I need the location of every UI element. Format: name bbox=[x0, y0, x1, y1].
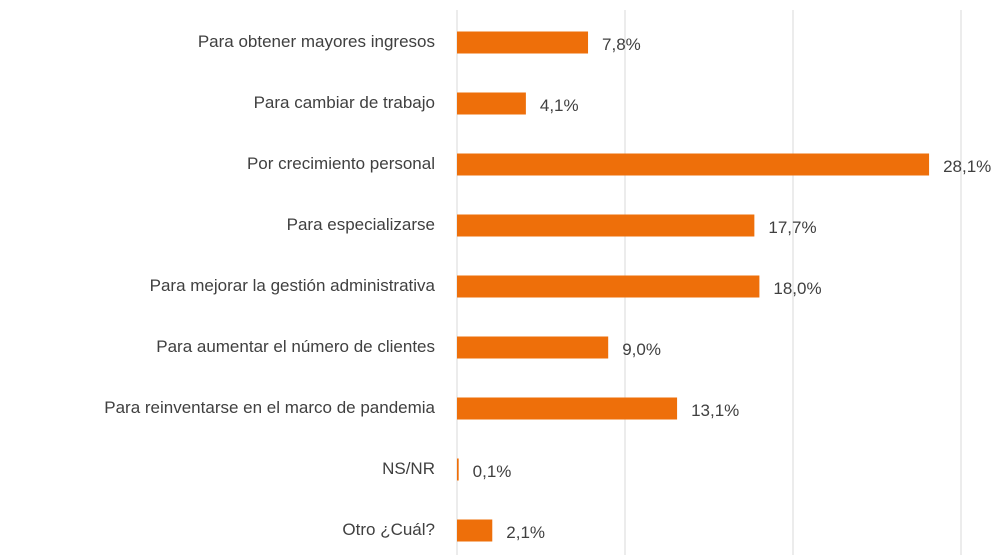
y-tick-label: Para reinventarse en el marco de pandemi… bbox=[104, 398, 435, 417]
bar bbox=[457, 397, 678, 420]
value-label: 9,0% bbox=[622, 340, 661, 359]
y-tick-label: Para mejorar la gestión administrativa bbox=[150, 276, 436, 295]
y-tick-label: Por crecimiento personal bbox=[247, 154, 435, 173]
bar bbox=[457, 275, 760, 298]
value-label: 17,7% bbox=[768, 218, 816, 237]
y-tick-label: Para aumentar el número de clientes bbox=[156, 337, 435, 356]
bar bbox=[457, 31, 589, 54]
bar bbox=[457, 458, 459, 481]
bar bbox=[457, 336, 609, 359]
y-tick-label: Para cambiar de trabajo bbox=[254, 93, 435, 112]
bar bbox=[457, 519, 493, 542]
y-tick-label: Otro ¿Cuál? bbox=[342, 520, 435, 539]
y-tick-label: Para obtener mayores ingresos bbox=[198, 32, 435, 51]
bar bbox=[457, 153, 930, 176]
value-label: 13,1% bbox=[691, 401, 739, 420]
bar bbox=[457, 92, 526, 115]
value-label: 18,0% bbox=[773, 279, 821, 298]
value-label: 28,1% bbox=[943, 157, 991, 176]
value-label: 7,8% bbox=[602, 35, 641, 54]
bar bbox=[457, 214, 755, 237]
value-label: 0,1% bbox=[473, 462, 512, 481]
y-tick-label: Para especializarse bbox=[287, 215, 435, 234]
value-label: 2,1% bbox=[506, 523, 545, 542]
y-tick-label: NS/NR bbox=[382, 459, 435, 478]
value-label: 4,1% bbox=[540, 96, 579, 115]
